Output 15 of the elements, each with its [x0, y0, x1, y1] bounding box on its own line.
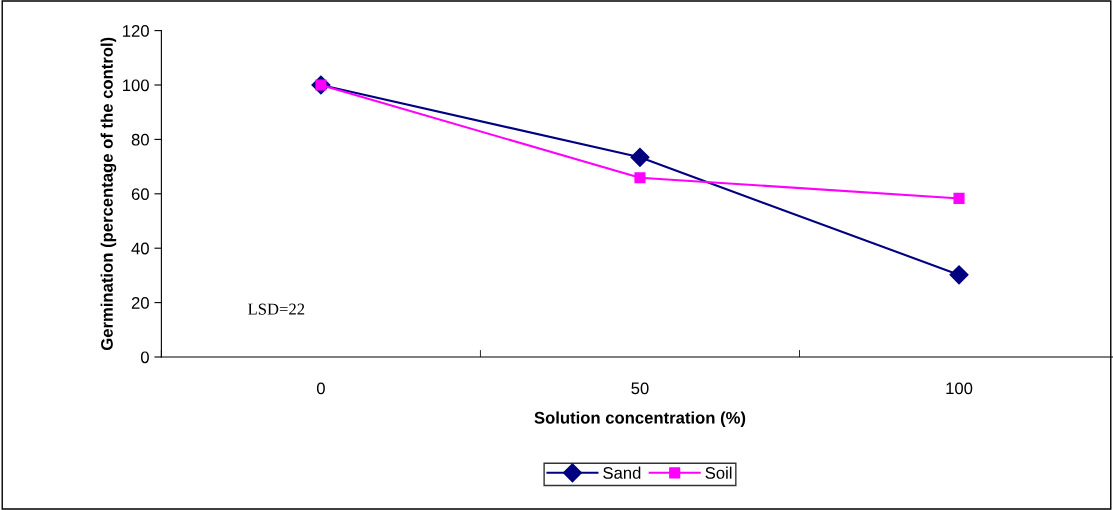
y-axis-title: Germination (percentage of the control)	[100, 37, 117, 351]
x-tick-label: 50	[631, 382, 649, 395]
y-tick-label: 20	[131, 297, 149, 309]
x-axis-title: Solution concentration (%)	[534, 411, 746, 427]
y-tick-label: 100	[123, 79, 149, 92]
y-tick-label: 40	[131, 242, 149, 255]
y-tick-label: 0	[140, 351, 149, 364]
annotation: LSD=22	[248, 303, 305, 315]
legend-label: Soil	[705, 466, 732, 479]
y-tick-label: 120	[123, 25, 149, 37]
x-tick-label: 100	[946, 382, 973, 395]
y-tick-label: 60	[131, 188, 149, 200]
x-tick-label: 0	[316, 382, 325, 395]
legend-label: Sand	[603, 466, 641, 479]
y-tick-label: 80	[131, 133, 149, 146]
